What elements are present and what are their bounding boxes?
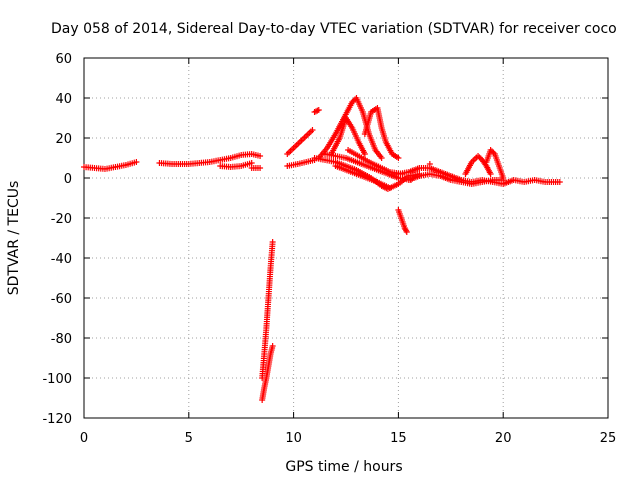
data-point: [257, 153, 264, 159]
data-point: [257, 165, 264, 171]
data-point: [556, 179, 563, 185]
x-tick-label: 20: [495, 431, 512, 446]
data-point: [401, 225, 408, 231]
segment-hump-b: [483, 147, 507, 181]
segment-afternoon-lower: [405, 171, 507, 187]
data-point: [402, 226, 409, 233]
y-tick-label: -100: [42, 372, 72, 387]
y-tick-label: -80: [51, 332, 72, 347]
data-point: [309, 127, 316, 133]
data-point: [476, 154, 483, 161]
chart-title: Day 058 of 2014, Sidereal Day-to-day VTE…: [51, 21, 617, 37]
data-point: [426, 161, 433, 167]
segment-rise-a: [284, 127, 316, 157]
x-axis-label: GPS time / hours: [285, 459, 402, 475]
segment-plunge-b: [259, 343, 276, 403]
data-point: [133, 159, 140, 165]
segment-plunge-a: [259, 239, 276, 381]
data-point: [315, 107, 322, 113]
segment-hump-a: [462, 153, 494, 177]
y-tick-label: 40: [55, 92, 72, 107]
tick-labels: 0 5 10 15 20 25 -120 -100 -80 -60 -40 -20 0 20 40 60: [42, 52, 616, 446]
data-point: [403, 227, 410, 234]
data-point: [475, 153, 482, 159]
y-tick-label: -60: [51, 292, 72, 307]
y-tick-label: 0: [64, 172, 72, 187]
data-point: [361, 151, 368, 157]
x-tick-label: 25: [600, 431, 617, 446]
x-tick-label: 15: [390, 431, 407, 446]
data-point: [490, 149, 497, 156]
segment-tick-a: [311, 107, 322, 115]
plot-frame: [83, 57, 609, 419]
y-tick-label: -20: [51, 212, 72, 227]
y-tick-label: 60: [55, 52, 72, 67]
x-tick-label: 10: [285, 431, 302, 446]
x-tick-label: 0: [80, 431, 88, 446]
segment-stray: [426, 161, 433, 167]
data-point: [395, 155, 402, 161]
segment-late-short: [248, 165, 264, 171]
segment-midday-lower-arc: [217, 160, 255, 170]
y-tick-label: -40: [51, 252, 72, 267]
y-tick-label: -120: [42, 412, 72, 427]
data-point: [314, 107, 321, 114]
x-tick-label: 5: [185, 431, 193, 446]
data-point: [387, 185, 394, 191]
data-point: [487, 147, 494, 153]
segment-early-flat: [81, 159, 140, 172]
segment-peak-c: [361, 105, 402, 161]
data-point: [349, 99, 356, 105]
data-point: [269, 343, 276, 349]
data-point: [489, 148, 496, 155]
data-point: [378, 155, 385, 161]
segment-rise-b: [284, 157, 318, 169]
segment-dip-c: [322, 151, 414, 183]
data-marks: [81, 95, 563, 403]
segment-dip-b: [332, 163, 394, 191]
data-point: [500, 175, 507, 181]
data-point: [269, 239, 276, 245]
segment-fall: [395, 207, 410, 235]
y-axis-label: SDTVAR / TECUs: [6, 181, 22, 296]
data-point: [350, 97, 357, 104]
data-point: [311, 109, 318, 115]
data-point: [403, 229, 410, 235]
segment-midday-band: [156, 151, 264, 167]
grid-lines: [84, 58, 608, 418]
data-point: [312, 108, 319, 115]
data-point: [487, 171, 494, 177]
y-tick-label: 20: [55, 132, 72, 147]
